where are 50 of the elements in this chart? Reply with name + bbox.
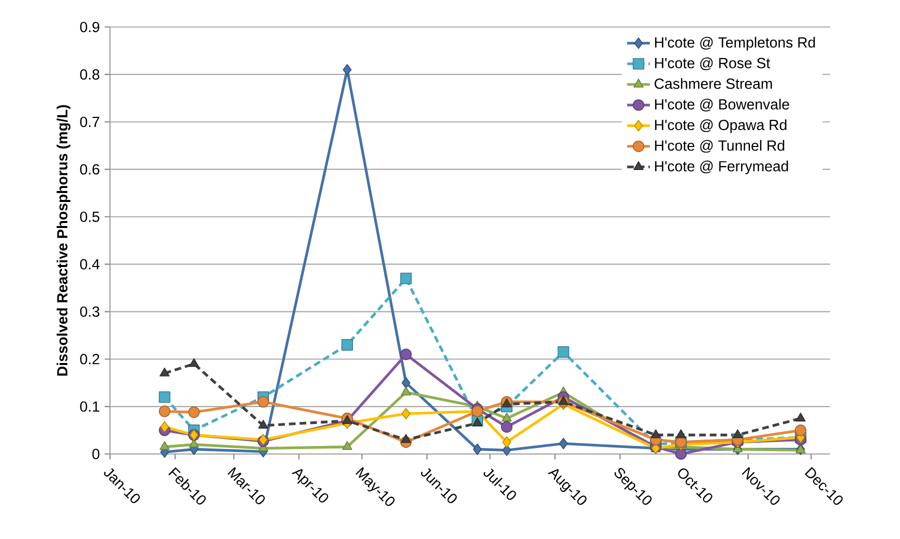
point bbox=[794, 424, 806, 436]
legend-label: H'cote @ Bowenvale bbox=[655, 98, 790, 112]
point bbox=[650, 429, 661, 438]
y-tick-label: 0.7 bbox=[80, 116, 100, 128]
point bbox=[158, 406, 170, 418]
y-tick-label: 0 bbox=[92, 448, 100, 460]
point bbox=[402, 408, 410, 420]
point bbox=[341, 339, 353, 351]
point bbox=[676, 429, 686, 438]
legend-label: H'cote @ Opawa Rd bbox=[655, 119, 786, 134]
point bbox=[558, 346, 570, 358]
point bbox=[342, 441, 352, 450]
point bbox=[558, 396, 568, 405]
y-tick-label: 0.3 bbox=[80, 306, 100, 317]
point bbox=[188, 358, 199, 367]
y-tick-label: 0.1 bbox=[80, 401, 100, 412]
point bbox=[400, 272, 412, 284]
y-tick-label: 0.4 bbox=[80, 259, 100, 270]
legend-label: H'cote @ Rose St bbox=[655, 58, 770, 70]
point bbox=[502, 436, 512, 448]
point bbox=[402, 377, 410, 389]
point bbox=[675, 448, 687, 460]
point bbox=[160, 421, 169, 433]
point bbox=[559, 438, 568, 450]
y-tick-label: 0.8 bbox=[80, 69, 100, 80]
y-tick-label: 0.2 bbox=[80, 354, 100, 364]
point bbox=[501, 421, 512, 433]
y-tick-label: 0.9 bbox=[80, 22, 100, 32]
point bbox=[158, 391, 170, 403]
point bbox=[342, 415, 352, 424]
point bbox=[160, 441, 170, 450]
legend-label: H'cote @ Templetons Rd bbox=[655, 36, 815, 51]
legend-label: Cashmere Stream bbox=[654, 78, 772, 89]
point bbox=[400, 386, 411, 396]
y-tick-label: 0.5 bbox=[80, 212, 100, 222]
point bbox=[258, 396, 269, 408]
point bbox=[796, 412, 806, 422]
point bbox=[400, 434, 411, 443]
point bbox=[258, 420, 268, 429]
point bbox=[188, 406, 200, 418]
point bbox=[160, 368, 170, 376]
legend-label: H'cote @ Ferrymead bbox=[655, 160, 788, 174]
point bbox=[342, 64, 352, 76]
y-tick-label: 0.6 bbox=[80, 164, 100, 175]
point bbox=[732, 429, 743, 438]
point bbox=[400, 348, 412, 360]
y-axis-title: Dissolved Reactive Phosphorus (mg/L) bbox=[56, 105, 70, 376]
point bbox=[502, 412, 512, 422]
point bbox=[472, 444, 482, 455]
legend-label: H'cote @ Tunnel Rd bbox=[655, 140, 784, 153]
